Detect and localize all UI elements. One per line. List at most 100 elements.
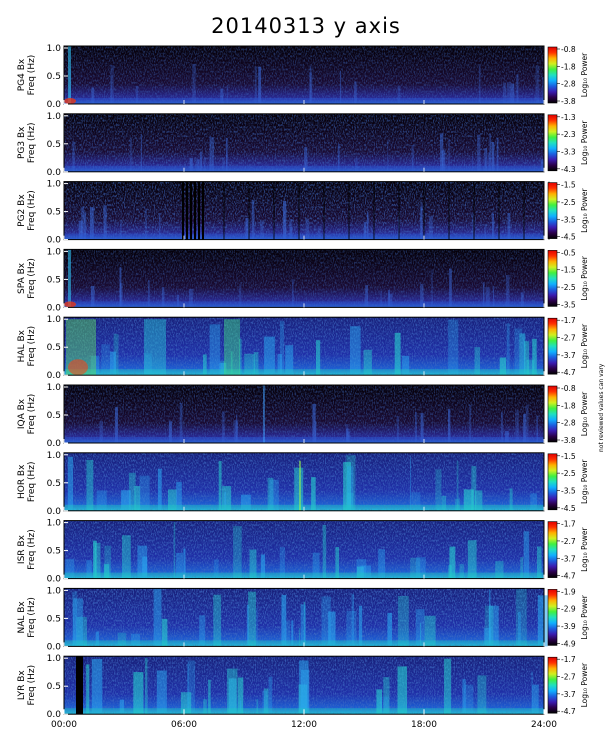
colorbar-tick-label: -1.7 <box>561 316 576 325</box>
y-tick-label: 0.5 <box>47 479 61 489</box>
colorbar-tick-label: -3.7 <box>561 554 576 563</box>
y-axis-label-isr: ISR BxFreq (Hz) <box>17 529 37 570</box>
colorbar-tick-label: -3.5 <box>561 215 576 224</box>
y-axis-label-spa: SPA BxFreq (Hz) <box>17 258 37 299</box>
colorbar-tick-label: -2.8 <box>561 80 576 89</box>
colorbar-nal <box>547 589 558 646</box>
panel-lyr: 0.0 0.5 1.0 LYR BxFreq (Hz) -1.7 -2.7 -3.7 -4.7… <box>17 654 589 720</box>
y-axis-label-pg4: PG4 BxFreq (Hz) <box>17 55 37 96</box>
y-axis-label-hal: HAL BxFreq (Hz) <box>17 326 37 367</box>
x-tick-label: 06:00 <box>171 720 197 730</box>
x-tick-label: 12:00 <box>291 720 317 730</box>
colorbar-tick-label: -0.8 <box>561 45 576 54</box>
colorbar-hal <box>547 317 558 375</box>
panel-hor: 0.0 0.5 1.0 HOR BxFreq (Hz) -1.5 -2.5 -3.5 -4.5… <box>17 451 589 517</box>
y-tick-label: 1.0 <box>47 315 62 325</box>
panel-iqa: 0.0 0.5 1.0 IQA BxFreq (Hz) -0.8 -1.8 -2.8 -3.8… <box>17 383 589 449</box>
y-tick-label: 0.5 <box>47 682 61 692</box>
y-tick-label: 0.0 <box>47 100 62 110</box>
colorbar-tick-label: -1.9 <box>561 587 576 596</box>
colorbar-label: Log₁₀ Power <box>580 526 589 571</box>
colorbar-isr <box>547 521 558 578</box>
y-tick-label: 0.0 <box>47 168 62 178</box>
colorbar-tick-label: -3.7 <box>561 690 576 699</box>
y-axis-label-pg2: PG2 BxFreq (Hz) <box>17 190 37 231</box>
colorbar-tick-label: -4.7 <box>561 572 576 581</box>
colorbar-hor <box>547 453 558 511</box>
y-tick-label: 0.0 <box>47 575 62 585</box>
colorbar-label: Log₁₀ Power <box>580 323 589 368</box>
colorbar-spa <box>547 250 558 307</box>
x-tick-label: 00:00 <box>51 720 77 730</box>
colorbar-tick-label: -3.9 <box>561 622 576 631</box>
colorbar-tick-label: -2.7 <box>561 334 576 343</box>
y-tick-label: 0.5 <box>47 343 61 353</box>
panel-spa: 0.0 0.5 1.0 SPA BxFreq (Hz) -0.5 -1.5 -2.5 -3.5… <box>17 247 589 313</box>
colorbar-label: Log₁₀ Power <box>580 120 589 165</box>
colorbar-tick-label: -4.7 <box>561 368 576 377</box>
colorbar-label: Log₁₀ Power <box>580 594 589 639</box>
colorbar-tick-label: -2.7 <box>561 537 576 546</box>
panel-hal: 0.0 0.5 1.0 HAL BxFreq (Hz) -1.7 -2.7 -3.7 -4.7… <box>17 315 589 381</box>
y-tick-label: 1.0 <box>47 519 62 529</box>
y-axis-label-hor: HOR BxFreq (Hz) <box>17 461 37 502</box>
colorbar-tick-label: -2.5 <box>561 198 576 207</box>
colorbar-iqa <box>547 385 558 443</box>
colorbar-tick-label: -4.5 <box>561 504 576 513</box>
colorbar-tick-label: -2.7 <box>561 673 576 682</box>
y-tick-label: 1.0 <box>47 44 62 54</box>
colorbar-tick-label: -2.3 <box>561 130 576 139</box>
colorbar-lyr <box>547 656 558 714</box>
colorbar-label: Log₁₀ Power <box>580 391 589 436</box>
colorbar-tick-label: -1.8 <box>561 401 576 410</box>
y-tick-label: 1.0 <box>47 654 62 664</box>
colorbar-tick-label: -0.8 <box>561 384 576 393</box>
y-tick-label: 0.0 <box>47 710 62 720</box>
colorbar-tick-label: -2.8 <box>561 419 576 428</box>
colorbar-pg2 <box>547 182 558 239</box>
colorbar-tick-label: -0.5 <box>561 248 576 257</box>
y-tick-label: 0.0 <box>47 303 62 313</box>
y-axis-label-pg3: PG3 BxFreq (Hz) <box>17 122 37 163</box>
y-axis-label-lyr: LYR BxFreq (Hz) <box>17 665 37 706</box>
colorbar-tick-label: -1.5 <box>561 181 576 190</box>
y-tick-label: 0.0 <box>47 236 62 246</box>
colorbar-label: Log₁₀ Power <box>580 459 589 504</box>
colorbar-tick-label: -3.8 <box>561 436 576 445</box>
y-tick-label: 0.5 <box>47 72 61 82</box>
colorbar-tick-label: -1.5 <box>561 266 576 275</box>
colorbar-tick-label: -2.5 <box>561 469 576 478</box>
y-tick-label: 0.0 <box>47 642 62 652</box>
colorbar-tick-label: -1.7 <box>561 655 576 664</box>
colorbar-label: Log₁₀ Power <box>580 52 589 97</box>
y-tick-label: 0.5 <box>47 411 61 421</box>
colorbar-tick-label: -3.5 <box>561 300 576 309</box>
colorbar-tick-label: -3.3 <box>561 147 576 156</box>
panels-group: 0.0 0.5 1.0 PG4 BxFreq (Hz) -0.8 -1.8 -2.8 -3.8… <box>17 44 589 720</box>
colorbar-tick-label: -4.5 <box>561 233 576 242</box>
y-tick-label: 0.0 <box>47 507 62 517</box>
y-tick-label: 1.0 <box>47 247 62 257</box>
panel-pg3: 0.0 0.5 1.0 PG3 BxFreq (Hz) -1.3 -2.3 -3.3 -4.3… <box>17 112 589 178</box>
colorbar-tick-label: -1.3 <box>561 113 576 122</box>
y-tick-label: 0.5 <box>47 208 61 218</box>
panel-nal: 0.0 0.5 1.0 NAL BxFreq (Hz) -1.9 -2.9 -3.9 -4.9… <box>17 586 589 652</box>
colorbar-tick-label: -2.9 <box>561 605 576 614</box>
panel-isr: 0.0 0.5 1.0 ISR BxFreq (Hz) -1.7 -2.7 -3.7 -4.7… <box>17 519 589 585</box>
x-tick-label: 18:00 <box>411 720 437 730</box>
colorbar-label: Log₁₀ Power <box>580 255 589 300</box>
colorbar-tick-label: -3.7 <box>561 351 576 360</box>
panel-pg4: 0.0 0.5 1.0 PG4 BxFreq (Hz) -0.8 -1.8 -2.8 -3.8… <box>17 44 589 110</box>
y-tick-label: 0.5 <box>47 275 61 285</box>
y-tick-label: 1.0 <box>47 586 62 596</box>
colorbar-tick-label: -3.5 <box>561 486 576 495</box>
colorbar-tick-label: -1.8 <box>561 62 576 71</box>
side-note: not reviewed values can vary <box>598 363 605 452</box>
colorbar-label: Log₁₀ Power <box>580 662 589 707</box>
y-tick-label: 0.0 <box>47 371 62 381</box>
y-tick-label: 0.5 <box>47 140 61 150</box>
y-tick-label: 1.0 <box>47 451 62 461</box>
x-axis: 00:00 06:00 12:00 18:00 24:00 <box>51 100 557 730</box>
chart-title: 20140313 y axis <box>211 14 401 38</box>
